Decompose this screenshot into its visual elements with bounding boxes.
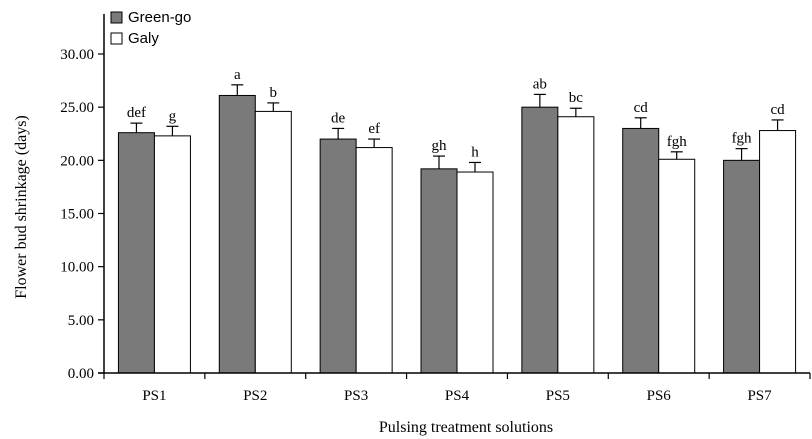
bar-green-go-ps4 (420, 168, 458, 374)
legend-swatch (110, 11, 123, 24)
error-bar-galy-ps5 (569, 107, 582, 117)
significance-label: cd (770, 102, 785, 118)
error-bar-green-go-ps2 (231, 84, 244, 96)
bar-galy-ps5 (557, 116, 595, 374)
legend-item: Green-go (110, 9, 191, 26)
bar-green-go-ps3 (319, 138, 357, 374)
error-bar-galy-ps7 (771, 119, 784, 131)
error-bar-galy-ps2 (267, 102, 280, 112)
bar-green-go-ps1 (117, 132, 155, 374)
error-bar-green-go-ps4 (433, 155, 445, 169)
x-axis: PS1 PS2 PS3 PS4 PS5 PS6 PS7 (98, 372, 811, 404)
bar-green-go-ps6 (622, 127, 660, 374)
significance-label: def (127, 105, 146, 121)
bar-galy-ps3 (355, 147, 393, 374)
legend-label: Galy (128, 30, 159, 47)
error-bars-layer (130, 84, 784, 173)
y-tick-label: 30.00 (60, 47, 94, 63)
x-axis-title: Pulsing treatment solutions (379, 419, 553, 436)
significance-label: h (471, 144, 479, 160)
x-tick-label: PS3 (344, 388, 368, 404)
error-bar-galy-ps1 (166, 125, 179, 136)
y-tick-label: 25.00 (60, 100, 94, 116)
error-bar-galy-ps6 (670, 151, 683, 160)
bar-galy-ps6 (658, 158, 696, 374)
significance-label: fgh (667, 134, 687, 150)
error-bar-green-go-ps5 (533, 93, 546, 108)
significance-label: g (169, 108, 177, 124)
significance-label: gh (432, 138, 448, 154)
significance-label: de (331, 110, 346, 126)
significance-label: fgh (732, 131, 752, 147)
significance-label: b (270, 85, 278, 101)
significance-label: cd (634, 100, 649, 116)
error-bar-green-go-ps7 (735, 148, 748, 161)
significance-label: ab (533, 76, 547, 92)
bars-layer (117, 94, 797, 374)
error-bar-green-go-ps3 (332, 127, 345, 140)
bar-galy-ps1 (153, 135, 191, 374)
significance-label: bc (569, 90, 584, 106)
y-tick-label: 20.00 (60, 153, 94, 169)
legend-item: Galy (110, 30, 159, 47)
x-tick-label: PS7 (747, 388, 772, 404)
bar-green-go-ps2 (218, 94, 256, 374)
significance-label: a (234, 67, 241, 83)
y-tick-label: 0.00 (68, 366, 94, 382)
x-tick-label: PS6 (647, 388, 672, 404)
y-axis-title: Flower bud shrinkage (days) (13, 115, 30, 299)
legend: Green-go Galy (110, 9, 191, 47)
bar-galy-ps7 (759, 130, 797, 374)
x-tick-label: PS4 (445, 388, 470, 404)
y-tick-label: 15.00 (60, 207, 94, 223)
bar-galy-ps2 (254, 110, 292, 374)
y-tick-label: 10.00 (60, 260, 94, 276)
x-tick-label: PS1 (142, 388, 166, 404)
bar-galy-ps4 (456, 171, 494, 374)
x-tick-label: PS5 (546, 388, 570, 404)
x-tick-label: PS2 (243, 388, 267, 404)
y-axis: 0.00 5.00 10.00 15.00 20.00 25.00 30.00 (60, 14, 105, 382)
legend-swatch (110, 32, 123, 45)
error-bar-galy-ps4 (469, 161, 481, 173)
bar-green-go-ps7 (723, 159, 761, 374)
error-bar-green-go-ps1 (130, 122, 143, 133)
bar-green-go-ps5 (521, 106, 559, 374)
legend-label: Green-go (128, 9, 191, 26)
y-tick-label: 5.00 (68, 313, 94, 329)
significance-label: ef (368, 121, 380, 137)
error-bar-green-go-ps6 (634, 117, 647, 129)
error-bar-galy-ps3 (368, 138, 381, 148)
